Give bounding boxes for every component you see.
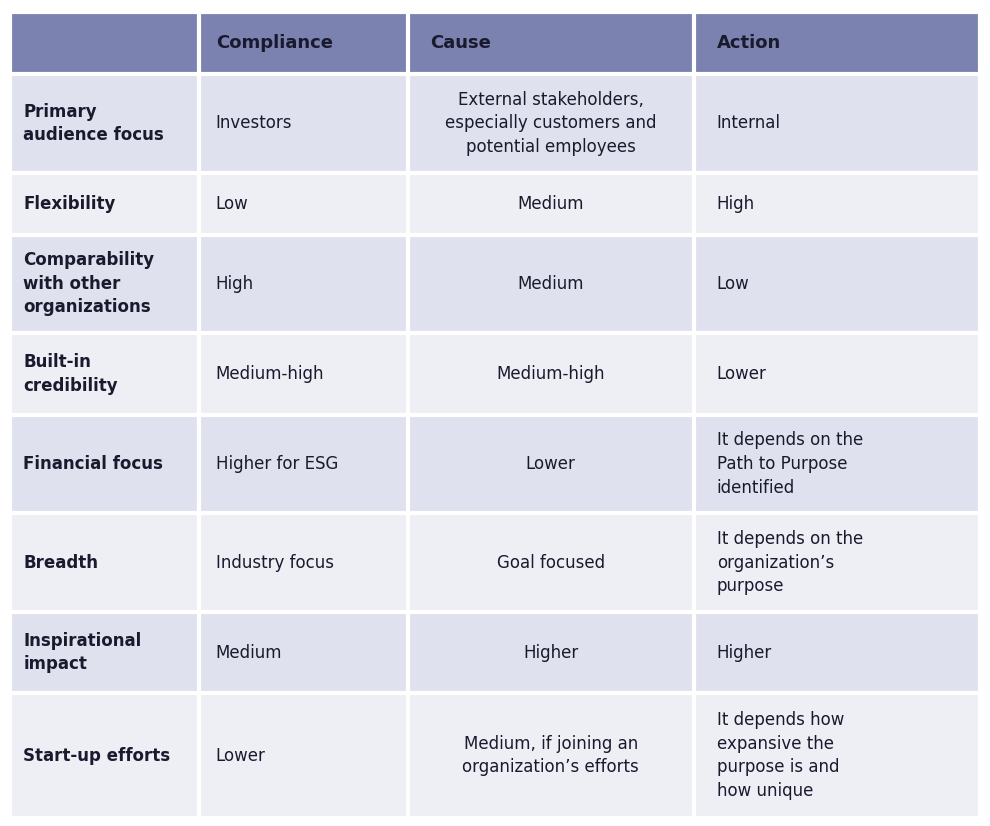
Bar bbox=[199, 74, 408, 173]
Bar bbox=[408, 74, 694, 173]
Text: Higher: Higher bbox=[523, 643, 578, 662]
Text: Medium: Medium bbox=[518, 195, 584, 212]
Text: Medium-high: Medium-high bbox=[497, 365, 605, 383]
Bar bbox=[408, 12, 694, 74]
Bar bbox=[199, 333, 408, 415]
Bar bbox=[199, 513, 408, 612]
Text: Built-in
credibility: Built-in credibility bbox=[23, 353, 118, 395]
Text: Low: Low bbox=[216, 195, 248, 212]
Bar bbox=[10, 235, 199, 333]
Bar bbox=[10, 12, 199, 74]
Bar bbox=[408, 415, 694, 513]
Bar bbox=[694, 12, 980, 74]
Bar bbox=[10, 173, 199, 235]
Text: Primary
audience focus: Primary audience focus bbox=[23, 102, 164, 145]
Text: Financial focus: Financial focus bbox=[23, 455, 163, 473]
Bar bbox=[694, 612, 980, 693]
Bar bbox=[694, 173, 980, 235]
Bar bbox=[694, 74, 980, 173]
Bar bbox=[10, 333, 199, 415]
Bar bbox=[199, 12, 408, 74]
Text: Lower: Lower bbox=[717, 365, 766, 383]
Text: Cause: Cause bbox=[431, 34, 491, 52]
Bar bbox=[10, 513, 199, 612]
Text: Internal: Internal bbox=[717, 115, 781, 132]
Text: Compliance: Compliance bbox=[216, 34, 333, 52]
Bar bbox=[408, 235, 694, 333]
Bar bbox=[408, 513, 694, 612]
Bar bbox=[199, 173, 408, 235]
Text: High: High bbox=[717, 195, 755, 212]
Text: Low: Low bbox=[717, 275, 749, 293]
Bar bbox=[199, 235, 408, 333]
Bar bbox=[10, 693, 199, 818]
Text: Comparability
with other
organizations: Comparability with other organizations bbox=[23, 251, 154, 316]
Text: Start-up efforts: Start-up efforts bbox=[23, 747, 170, 765]
Text: Goal focused: Goal focused bbox=[497, 553, 605, 572]
Bar bbox=[694, 235, 980, 333]
Text: Industry focus: Industry focus bbox=[216, 553, 334, 572]
Text: Higher: Higher bbox=[717, 643, 772, 662]
Bar bbox=[694, 415, 980, 513]
Bar bbox=[199, 612, 408, 693]
Bar bbox=[10, 74, 199, 173]
Bar bbox=[408, 693, 694, 818]
Bar bbox=[10, 415, 199, 513]
Text: Lower: Lower bbox=[526, 455, 576, 473]
Bar bbox=[694, 693, 980, 818]
Bar bbox=[408, 612, 694, 693]
Bar bbox=[694, 333, 980, 415]
Text: Medium: Medium bbox=[518, 275, 584, 293]
Text: Action: Action bbox=[717, 34, 781, 52]
Text: High: High bbox=[216, 275, 253, 293]
Bar bbox=[408, 173, 694, 235]
Text: Medium-high: Medium-high bbox=[216, 365, 325, 383]
Bar bbox=[10, 612, 199, 693]
Bar bbox=[199, 693, 408, 818]
Text: Inspirational
impact: Inspirational impact bbox=[23, 632, 142, 673]
Text: Medium: Medium bbox=[216, 643, 282, 662]
Bar bbox=[694, 513, 980, 612]
Text: It depends on the
organization’s
purpose: It depends on the organization’s purpose bbox=[717, 530, 863, 596]
Bar bbox=[199, 415, 408, 513]
Text: Breadth: Breadth bbox=[23, 553, 98, 572]
Text: Lower: Lower bbox=[216, 747, 265, 765]
Text: It depends how
expansive the
purpose is and
how unique: It depends how expansive the purpose is … bbox=[717, 711, 844, 800]
Text: Medium, if joining an
organization’s efforts: Medium, if joining an organization’s eff… bbox=[462, 735, 640, 776]
Text: It depends on the
Path to Purpose
identified: It depends on the Path to Purpose identi… bbox=[717, 431, 863, 496]
Text: External stakeholders,
especially customers and
potential employees: External stakeholders, especially custom… bbox=[446, 91, 656, 156]
Text: Investors: Investors bbox=[216, 115, 292, 132]
Bar bbox=[408, 333, 694, 415]
Text: Higher for ESG: Higher for ESG bbox=[216, 455, 339, 473]
Text: Flexibility: Flexibility bbox=[23, 195, 116, 212]
